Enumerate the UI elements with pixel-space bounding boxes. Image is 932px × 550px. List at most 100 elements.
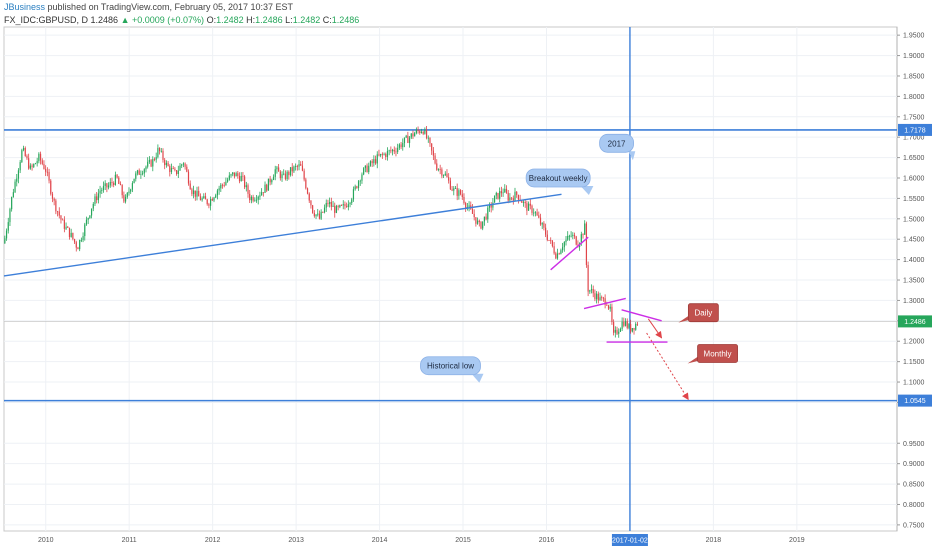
candle-body [162,150,164,160]
candle-body [7,222,9,231]
x-tick-label: 2015 [455,537,471,544]
candle-body [427,137,429,139]
y-tick-label: 0.8000 [903,502,925,509]
candle-body [147,161,149,167]
candle-body [14,181,16,193]
candle-body [482,221,484,229]
candle-body [126,192,128,198]
candle-body [70,232,72,237]
candle-body [582,234,584,235]
candle-body [538,215,540,218]
candle-body [631,328,633,332]
candle-body [545,227,547,235]
candle-body [414,133,416,137]
candle-body [584,223,586,235]
candle-body [213,197,215,201]
cursor-date-label: 2017-01-02 [612,538,648,545]
candle-body [385,153,387,157]
candle-body [589,290,591,292]
candle-body [516,191,518,195]
y-tick-label: 1.1000 [903,380,925,387]
callout-box [525,168,591,188]
candle-body [623,321,625,326]
candle-body [77,247,79,250]
candle-body [560,250,562,255]
candle-body [114,174,116,185]
candle-body [386,151,389,157]
candle-body [278,167,280,172]
candle-body [330,202,332,207]
candle-body [96,196,98,201]
publisher-name[interactable]: JBusiness [4,2,46,12]
candle-body [31,165,33,167]
candle-body [293,166,295,172]
candle-body [453,188,455,191]
candle-body [85,219,88,225]
candle-body [152,159,154,167]
candle-body [628,324,630,328]
candle-body [318,213,321,219]
candle-body [606,304,608,306]
candle-body [573,234,576,237]
candle-body [325,202,327,208]
x-tick-label: 2018 [706,537,722,544]
candle-body [60,215,62,220]
candle-body [340,205,343,206]
candle-body [153,159,156,160]
candle-body [124,197,127,202]
candle-body [562,247,564,251]
callout-box [420,356,481,376]
candle-body [38,153,40,162]
trendline-support [3,193,562,277]
candle-body [478,220,480,223]
candle-body [295,166,297,167]
candle-body [208,204,210,206]
candle-body [135,173,137,179]
candle-body [220,184,222,189]
candle-body [488,204,491,208]
callout-text: Daily [694,309,712,318]
candle-body [34,163,37,165]
candle-body [424,129,426,134]
candle-body [502,192,504,194]
candle-body [284,173,287,180]
y-tick-label: 1.9500 [903,33,925,40]
candle-body [131,183,133,190]
candle-body [221,184,224,186]
candle-body [249,193,251,201]
callout-tail [687,355,700,364]
candle-body [351,199,353,203]
candle-body [439,169,441,171]
candle-body [255,199,258,201]
candle-body [403,137,406,144]
candle-body [164,159,166,166]
candle-body [172,168,174,169]
candle-body [46,171,48,173]
candle-body [626,321,628,328]
candle-body [463,196,465,204]
candle-body [522,201,525,203]
callout-text: Monthly [704,349,732,358]
published-text: published on TradingView.com, February 0… [47,2,294,12]
last-price-label: 1.2486 [904,319,926,326]
candle-body [223,184,225,186]
candle-body [67,226,69,228]
candle-body [536,212,538,216]
candle-body [116,174,118,178]
candle-body [133,178,135,184]
candle-body [461,194,463,197]
candle-body [262,192,264,194]
candle-body [402,143,404,148]
x-tick-label: 2019 [789,537,805,544]
candle-body [347,204,349,208]
candle-body [526,203,528,211]
candle-body [580,234,582,244]
projection-arrow [647,318,663,339]
change-value: ▲ +0.0009 (+0.07%) [120,15,205,25]
candle-body [140,173,142,175]
candle-body [570,235,572,237]
ohlc-header: FX_IDC:GBPUSD, D 1.2486 ▲ +0.0009 (+0.07… [4,15,359,25]
candle-body [437,169,440,171]
candle-body [254,199,256,201]
